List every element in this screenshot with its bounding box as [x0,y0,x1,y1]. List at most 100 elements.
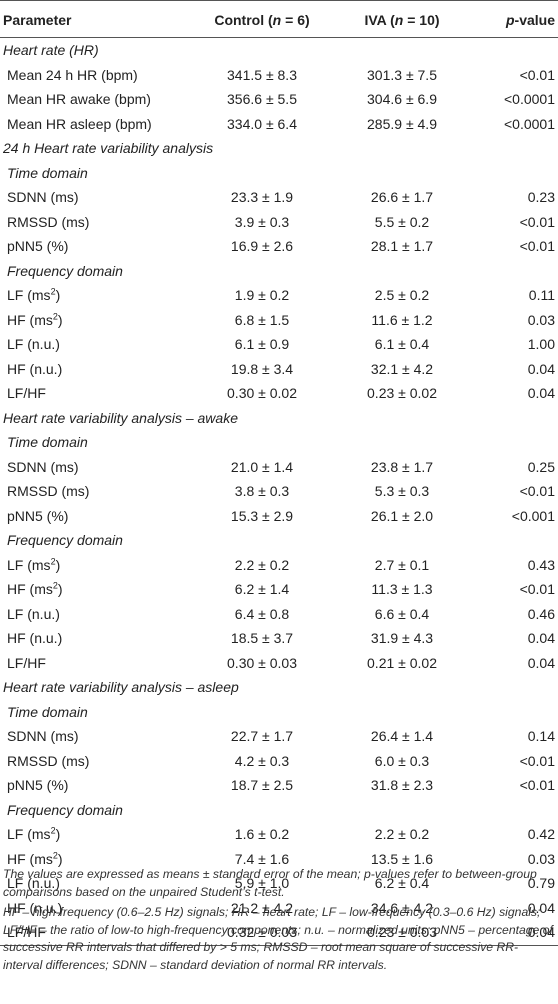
subsection-title: Frequency domain [7,801,123,818]
iva-value-cell: 304.6 ± 6.9 [367,91,437,107]
iva-value-cell: 301.3 ± 7.5 [367,66,437,83]
control-value-cell: 4.2 ± 0.3 [234,752,290,769]
subsection-title: Frequency domain [7,262,123,279]
control-value-cell: 6.1 ± 0.9 [234,336,290,352]
parameter-cell: HF (n.u.) [7,626,62,651]
section-title: Heart rate variability analysis – awake [3,409,238,426]
control-value-cell: 356.6 ± 5.5 [227,91,297,107]
iva-value-cell: 6.2 ± 0.4 [374,875,430,891]
p-value-cell: 0.04 [527,654,555,671]
iva-value-cell: 23.8 ± 1.7 [370,458,434,475]
parameter-cell: Mean HR awake (bpm) [7,87,151,112]
header-control: Control (n = 6) [214,12,310,28]
p-value-cell: 0.23 [527,189,555,205]
subsection-title: Frequency domain [7,532,123,548]
iva-value-cell: 6.0 ± 0.3 [374,752,430,769]
parameter-label: HF (n.u.) [7,899,63,916]
subsection-title: Time domain [7,703,88,720]
iva-value-cell: 6.6 ± 0.4 [374,605,430,622]
control-value-cell: 1.9 ± 0.2 [234,287,290,303]
iva-value-cell: 26.4 ± 1.4 [370,728,434,744]
table-row: SDNN (ms) 22.7 ± 1.7 26.4 ± 1.4 0.14 [0,724,558,749]
parameter-cell: LF (n.u.) [7,602,60,627]
table-row: HF (ms2) 6.2 ± 1.4 11.3 ± 1.3 <0.01 [0,577,558,602]
parameter-label: LF (ms [7,287,51,303]
parameter-cell: Mean 24 h HR (bpm) [7,63,138,88]
control-value-cell: 7.4 ± 1.6 [234,850,290,867]
parameter-cell: HF (n.u.) [7,896,62,921]
iva-value-cell: 26.6 ± 1.7 [370,189,434,205]
parameter-cell: LF/HF [7,920,46,945]
p-value-cell: <0.01 [519,66,555,83]
subsection-header-row: Time domain [0,430,558,455]
table-row: HF (ms2) 6.8 ± 1.5 11.6 ± 1.2 0.03 [0,308,558,333]
subsection-title: Time domain [7,434,88,450]
control-value-cell: 6.4 ± 0.8 [234,605,290,622]
iva-value-cell: 31.8 ± 2.3 [370,777,434,793]
parameter-cell: LF (ms2) [7,283,60,308]
p-value-cell: 0.46 [527,605,555,622]
p-value-cell: <0.01 [519,238,555,254]
parameter-label: Mean HR asleep (bpm) [7,115,152,132]
control-value-cell: 21.0 ± 1.4 [230,458,294,475]
unit-suffix: ) [57,311,63,328]
parameter-label: LF/HF [7,924,46,940]
control-value-cell: 18.7 ± 2.5 [230,777,294,793]
parameter-label: LF (n.u.) [7,875,60,891]
header-pvalue: p-value [505,12,555,28]
parameter-cell: LF (ms2) [7,553,60,578]
table-row: RMSSD (ms) 3.9 ± 0.3 5.5 ± 0.2 <0.01 [0,210,558,235]
control-value-cell: 341.5 ± 8.3 [227,66,297,83]
parameter-label: LF/HF [7,654,46,671]
subsection-header-row: Frequency domain [0,259,558,284]
footnote-abbreviations: HF – high-frequency (0.6–2.5 Hz) signals… [3,905,553,972]
parameter-cell: pNN5 (%) [7,504,68,529]
parameter-cell: RMSSD (ms) [7,210,89,235]
control-value-cell: 23.3 ± 1.9 [230,189,294,205]
table-row: LF (ms2) 1.6 ± 0.2 2.2 ± 0.2 0.42 [0,822,558,847]
control-value-cell: 1.6 ± 0.2 [234,826,290,842]
parameter-label: SDNN (ms) [7,189,79,205]
p-value-cell: 0.14 [527,728,555,744]
table-row: pNN5 (%) 15.3 ± 2.9 26.1 ± 2.0 <0.001 [0,504,558,529]
control-value-cell: 19.8 ± 3.4 [230,360,294,377]
iva-value-cell: 31.9 ± 4.3 [370,630,434,646]
parameter-cell: LF (ms2) [7,822,60,847]
parameter-label: pNN5 (%) [7,777,69,793]
table-body: Heart rate (HR) Mean 24 h HR (bpm) 341.5 ±… [0,38,558,946]
parameter-cell: pNN5 (%) [7,234,68,259]
p-value-cell: <0.01 [519,777,555,793]
unit-superscript: 2 [50,286,56,297]
table-row: Mean HR asleep (bpm) 334.0 ± 6.4 285.9 ± 4… [0,112,558,137]
parameter-cell: LF (n.u.) [7,332,60,357]
parameter-cell: HF (ms2) [7,847,63,872]
parameter-label: LF (n.u.) [7,605,60,622]
parameter-label: HF (ms [7,581,53,597]
p-value-cell: <0.0001 [504,115,555,132]
control-value-cell: 16.9 ± 2.6 [230,238,294,254]
parameter-cell: LF/HF [7,381,46,406]
parameter-label: HF (ms [7,311,53,328]
parameter-cell: HF (n.u.) [7,357,62,382]
parameter-label: pNN5 (%) [7,238,69,254]
p-value-cell: 0.04 [527,899,555,916]
table-row: LF/HF 0.30 ± 0.02 0.23 ± 0.02 0.04 [0,381,558,406]
p-value-cell: 0.43 [527,556,555,573]
parameter-cell: RMSSD (ms) [7,749,89,774]
iva-value-cell: 5.3 ± 0.3 [374,483,430,499]
subsection-header-row: Time domain [0,161,558,186]
p-value-cell: 0.03 [527,850,555,867]
iva-value-cell: 285.9 ± 4.9 [367,115,437,132]
header-iva: IVA (n = 10) [364,12,440,28]
control-value-cell: 0.30 ± 0.03 [227,654,297,671]
iva-value-cell: 13.5 ± 1.6 [370,850,434,867]
p-value-cell: 0.04 [527,924,555,940]
iva-value-cell: 28.1 ± 1.7 [370,238,434,254]
table-row: Mean 24 h HR (bpm) 341.5 ± 8.3 301.3 ± 7.5… [0,63,558,88]
subsection-header-row: Frequency domain [0,528,558,553]
p-value-cell: 0.11 [528,287,555,303]
parameter-label: Mean HR awake (bpm) [7,91,151,107]
iva-value-cell: 11.3 ± 1.3 [371,581,433,597]
p-value-cell: 0.04 [527,385,555,401]
subsection-header-row: Time domain [0,700,558,725]
